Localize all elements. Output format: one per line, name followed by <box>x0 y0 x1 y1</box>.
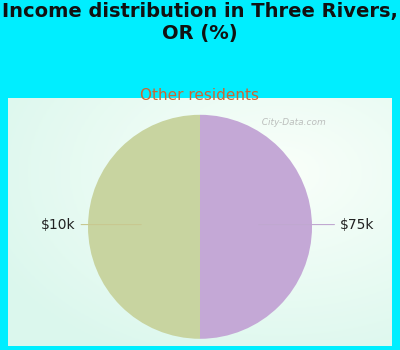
Text: Other residents: Other residents <box>140 88 260 103</box>
Text: Income distribution in Three Rivers,
OR (%): Income distribution in Three Rivers, OR … <box>2 2 398 43</box>
Text: $10k: $10k <box>41 218 141 232</box>
Text: $75k: $75k <box>259 218 374 232</box>
Text: City-Data.com: City-Data.com <box>256 118 326 127</box>
Wedge shape <box>200 115 312 339</box>
Wedge shape <box>88 115 200 339</box>
